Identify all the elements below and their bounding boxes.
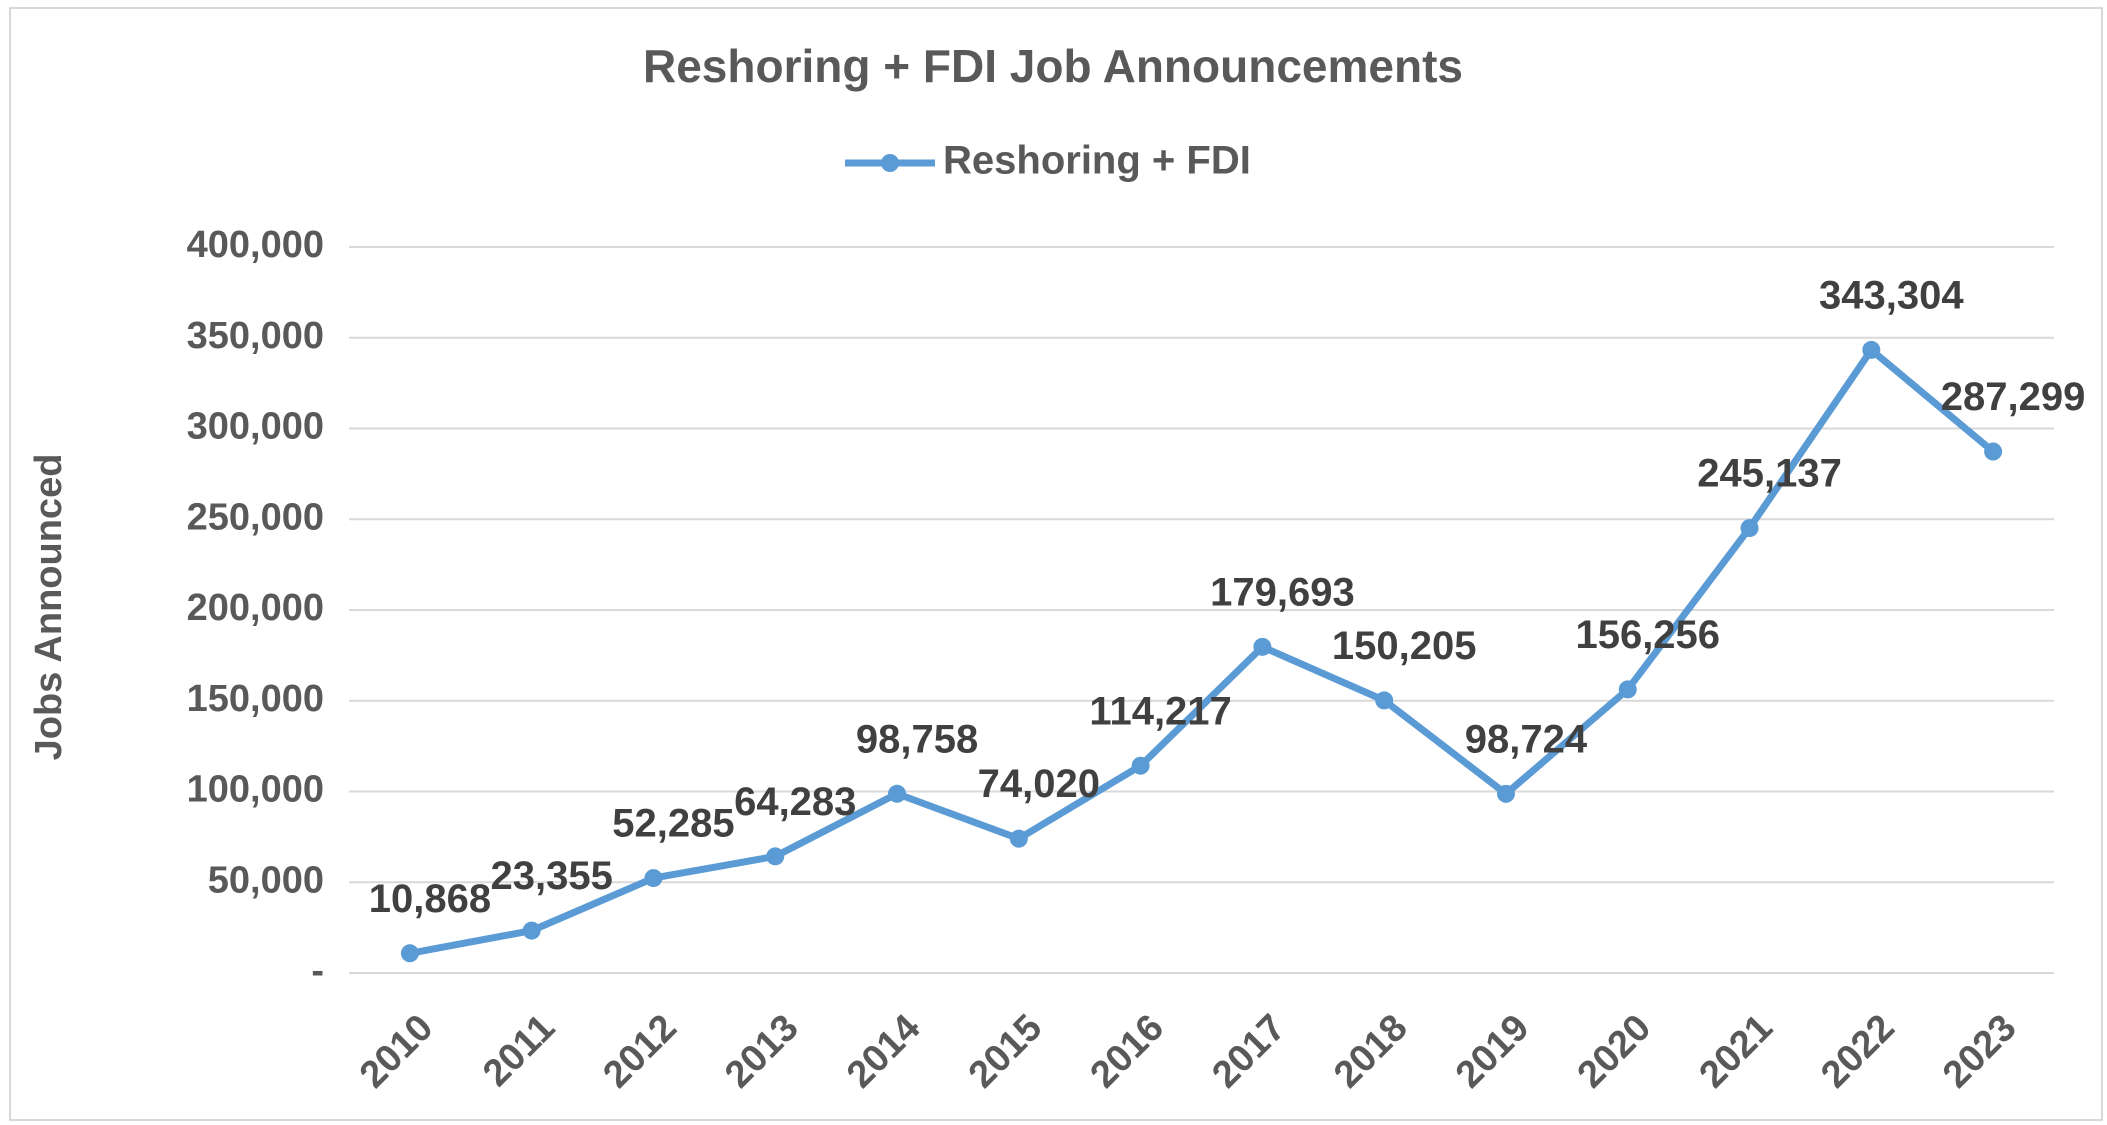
data-point: [1496, 784, 1515, 803]
data-label: 245,137: [1697, 452, 1842, 496]
data-point: [522, 921, 541, 940]
y-tick-label: 250,000: [187, 496, 324, 538]
x-tick-label: 2014: [839, 1007, 928, 1096]
y-tick-label: 300,000: [187, 406, 324, 448]
data-point: [644, 869, 663, 888]
data-label: 52,285: [612, 802, 734, 846]
data-label: 343,304: [1819, 273, 1964, 317]
y-tick-label: 50,000: [208, 859, 324, 901]
x-tick-label: 2013: [717, 1007, 806, 1096]
data-point: [1253, 637, 1272, 656]
data-label: 287,299: [1941, 375, 2086, 419]
data-point: [766, 847, 785, 866]
x-tick-label: 2023: [1935, 1007, 2024, 1096]
y-tick-label: 150,000: [187, 678, 324, 720]
y-axis-label: Jobs Announced: [28, 454, 70, 761]
x-tick-label: 2012: [595, 1007, 684, 1096]
x-tick-label: 2021: [1692, 1007, 1781, 1096]
data-label: 98,758: [856, 717, 978, 761]
x-tick-label: 2017: [1204, 1007, 1293, 1096]
x-tick-label: 2011: [475, 1007, 563, 1095]
data-point: [1375, 691, 1394, 710]
data-label: 156,256: [1575, 613, 1720, 657]
legend-label: Reshoring + FDI: [943, 139, 1251, 183]
x-tick-label: 2019: [1448, 1007, 1537, 1096]
data-point: [1131, 756, 1150, 775]
data-point: [1984, 442, 2003, 461]
data-label: 179,693: [1210, 570, 1355, 614]
x-tick-label: 2016: [1083, 1007, 1172, 1096]
data-point: [1862, 340, 1881, 359]
y-tick-label: 100,000: [187, 769, 324, 811]
data-label: 64,283: [734, 780, 856, 824]
data-label: 114,217: [1089, 689, 1231, 733]
chart-border: [9, 7, 2103, 1121]
x-tick-label: 2015: [961, 1007, 1050, 1096]
data-label: 74,020: [978, 762, 1100, 806]
y-tick-label: -: [311, 950, 324, 992]
x-tick-label: 2010: [352, 1007, 441, 1096]
x-tick-label: 2022: [1813, 1007, 1902, 1096]
data-label: 150,205: [1332, 624, 1477, 668]
data-point: [888, 784, 907, 803]
data-label: 10,868: [369, 877, 491, 921]
chart-title: Reshoring + FDI Job Announcements: [643, 40, 1463, 92]
data-line: [409, 346, 1996, 957]
data-label: 23,355: [491, 854, 613, 898]
y-tick-label: 350,000: [187, 315, 324, 357]
x-tick-label: 2020: [1570, 1007, 1659, 1096]
data-point: [1740, 519, 1759, 538]
y-tick-label: 400,000: [187, 224, 324, 266]
data-point: [400, 944, 419, 963]
x-tick-label: 2018: [1326, 1007, 1415, 1096]
y-tick-label: 200,000: [187, 587, 324, 629]
data-point: [1618, 680, 1637, 699]
data-label: 98,724: [1465, 717, 1588, 761]
data-point: [1009, 829, 1028, 848]
legend-marker: [881, 154, 899, 172]
